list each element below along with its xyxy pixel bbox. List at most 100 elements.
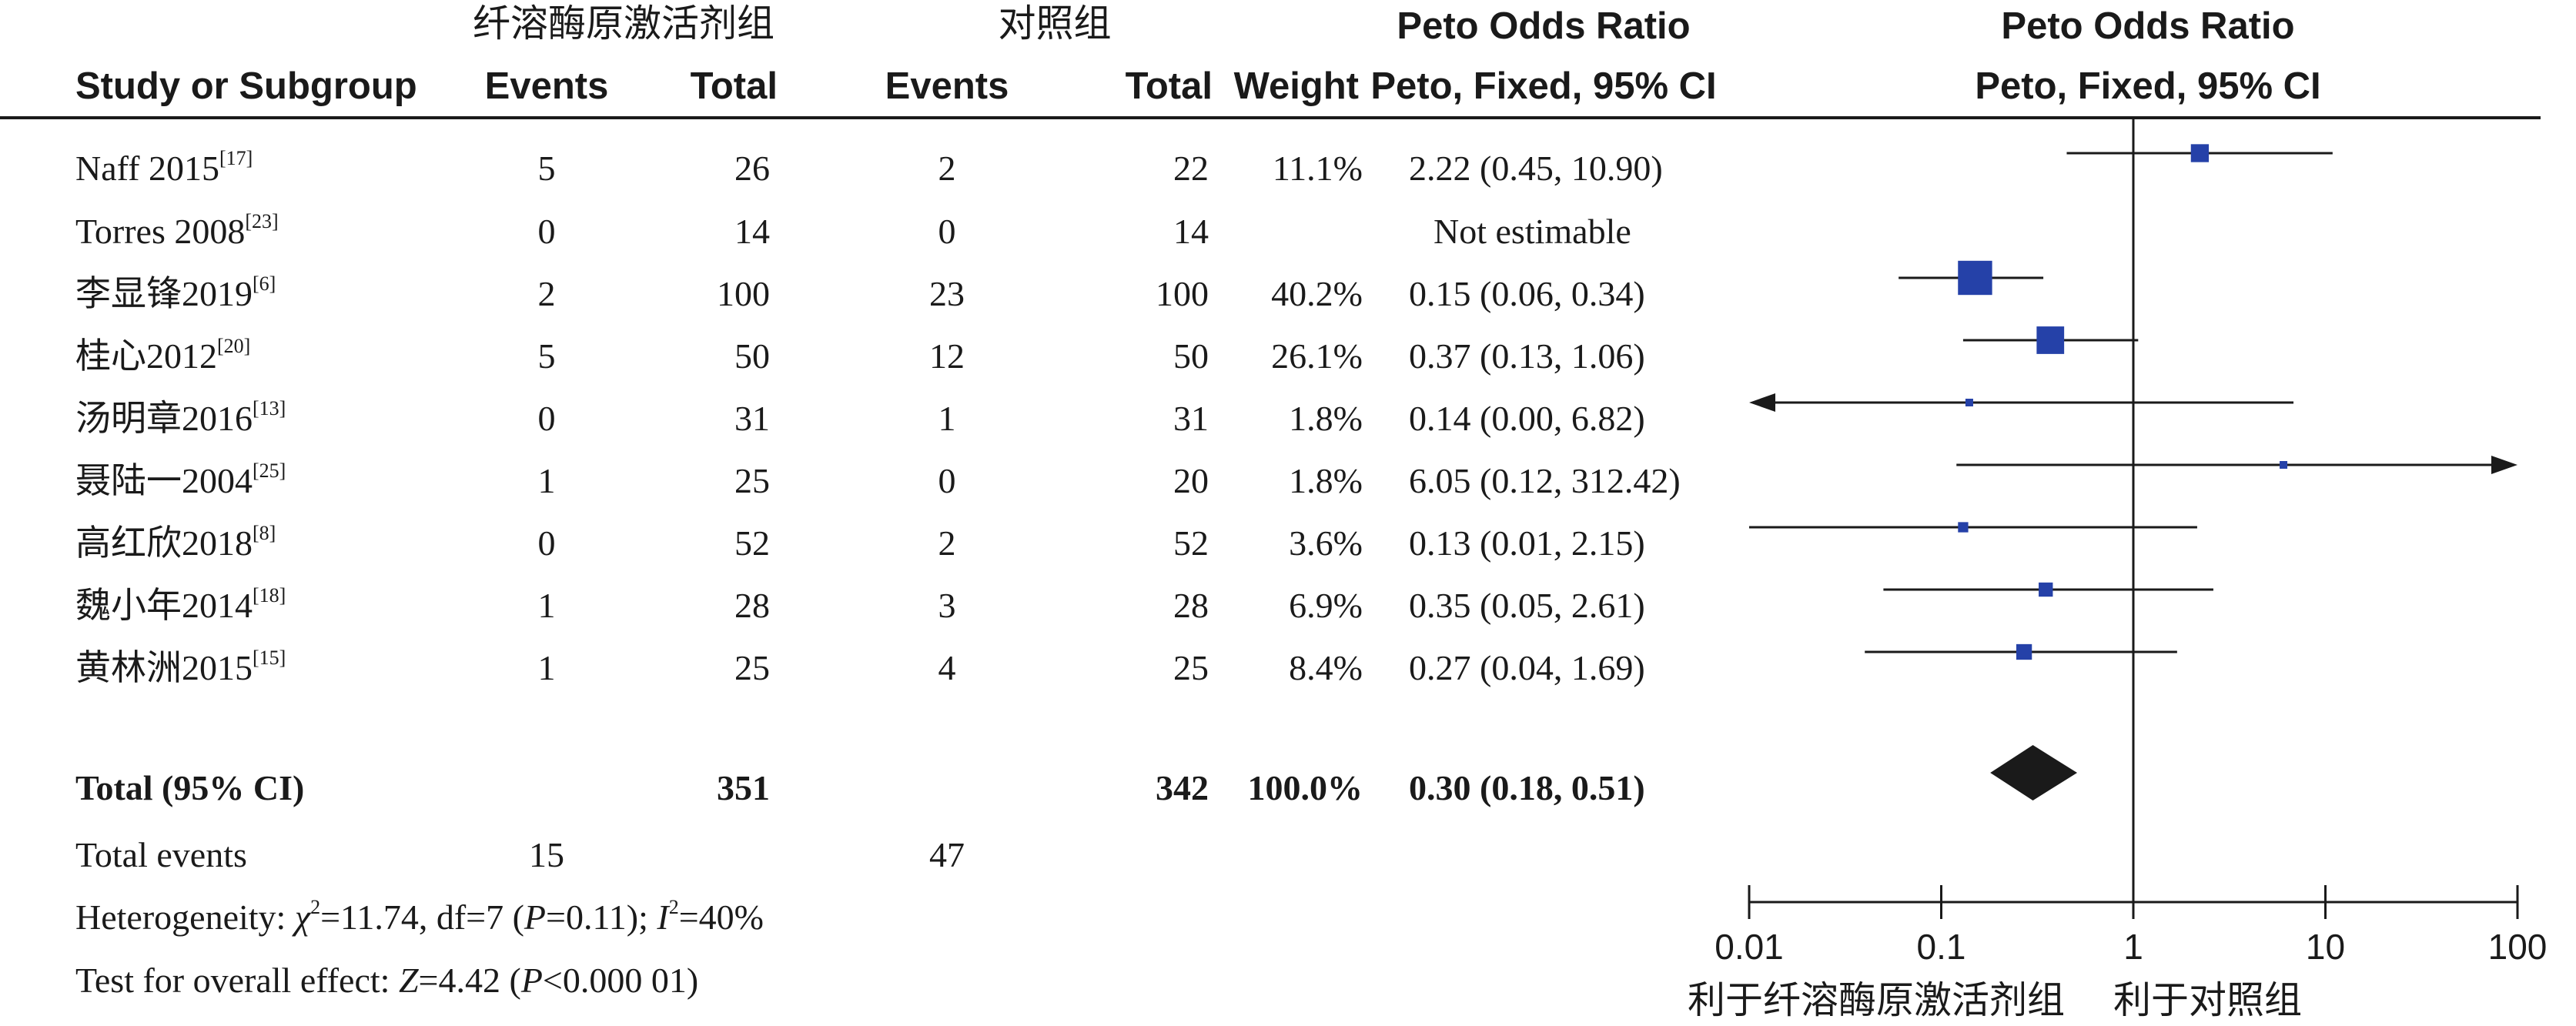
study-reference: [15]: [253, 646, 286, 669]
header-total-exp: Total: [690, 65, 778, 107]
study-weight: 1.8%: [1289, 461, 1363, 500]
study-marker: [2016, 643, 2032, 660]
favours-control-label: 利于对照组: [2113, 978, 2303, 1022]
group-header-experimental: 纤溶酶原激活剂组: [472, 2, 774, 45]
study-reference: [18]: [253, 583, 286, 607]
study-t2: 31: [1173, 399, 1209, 438]
study-ci-text: 0.27 (0.04, 1.69): [1409, 648, 1645, 687]
study-weight: 11.1%: [1272, 149, 1363, 188]
study-t1: 14: [734, 212, 770, 251]
study-e1: 0: [537, 212, 556, 251]
study-ci-text: 0.35 (0.05, 2.61): [1409, 586, 1645, 625]
study-e1: 0: [537, 399, 556, 438]
study-weight: 26.1%: [1271, 336, 1363, 376]
header-events-ctrl: Events: [885, 65, 1009, 107]
header-or-sub: Peto, Fixed, 95% CI: [1370, 65, 1717, 107]
study-e2: 12: [929, 336, 965, 376]
total-events-ctrl: 47: [929, 835, 965, 874]
heterogeneity-text: Heterogeneity: χ2=11.74, df=7 (P=0.11); …: [75, 895, 764, 937]
study-reference: [6]: [253, 272, 276, 295]
study-t2: 50: [1173, 336, 1209, 376]
study-e2: 0: [938, 212, 956, 251]
study-e1: 5: [537, 149, 556, 188]
study-name: 桂心2012[20]: [75, 336, 250, 374]
study-t2: 14: [1173, 212, 1209, 251]
study-weight: 8.4%: [1289, 648, 1363, 687]
study-t2: 52: [1173, 523, 1209, 563]
study-name-text: 李显锋2019: [75, 274, 253, 313]
header-weight: Weight: [1233, 65, 1359, 107]
overall-effect-text: Test for overall effect: Z=4.42 (P<0.000…: [75, 961, 699, 1000]
study-name: 汤明章2016[13]: [75, 398, 286, 436]
total-weight: 100.0%: [1247, 768, 1363, 807]
study-marker: [1958, 260, 1992, 296]
total-events-label: Total events: [75, 835, 247, 874]
ci-arrow-left: [1749, 393, 1775, 412]
study-name: 魏小年2014[18]: [75, 585, 286, 625]
study-marker: [2036, 326, 2065, 354]
study-t2: 25: [1173, 648, 1209, 687]
study-ci-text: 2.22 (0.45, 10.90): [1409, 149, 1663, 188]
study-e2: 2: [938, 523, 956, 563]
study-e2: 4: [938, 648, 956, 687]
study-t1: 25: [734, 648, 770, 687]
x-tick-label: 0.01: [1715, 927, 1784, 967]
study-ci-text: 0.37 (0.13, 1.06): [1409, 336, 1645, 376]
study-t1: 31: [734, 399, 770, 438]
study-t1: 25: [734, 461, 770, 500]
study-name-text: Torres 2008: [75, 212, 246, 251]
study-ci-text: 0.14 (0.00, 6.82): [1409, 399, 1645, 438]
study-reference: [17]: [219, 146, 253, 169]
study-weight: 1.8%: [1289, 399, 1363, 438]
total-events-exp: 15: [529, 835, 564, 874]
favours-experimental-label: 利于纤溶酶原激活剂组: [1688, 978, 2066, 1022]
study-e1: 1: [537, 461, 556, 500]
total-ci-text: 0.30 (0.18, 0.51): [1409, 768, 1645, 807]
header-total-ctrl: Total: [1125, 65, 1213, 107]
study-e1: 2: [537, 274, 556, 313]
header-rule: [0, 116, 2541, 119]
study-name-text: 高红欣2018: [75, 523, 253, 563]
study-name-text: 聂陆一2004: [75, 461, 253, 500]
header-study: Study or Subgroup: [75, 65, 417, 107]
study-e2: 3: [938, 586, 956, 625]
study-name: 李显锋2019[6]: [75, 273, 276, 313]
study-e2: 23: [929, 274, 965, 313]
study-ci-text: 0.15 (0.06, 0.34): [1409, 274, 1645, 313]
study-e2: 2: [938, 149, 956, 188]
header-plot-title: Peto Odds Ratio: [2001, 5, 2295, 47]
study-name: 黄林洲2015[15]: [75, 646, 286, 686]
study-t2: 22: [1173, 149, 1209, 188]
study-reference: [8]: [253, 521, 276, 544]
total-n-exp: 351: [717, 768, 770, 807]
total-label: Total (95% CI): [75, 768, 305, 807]
x-tick-label: 0.1: [1917, 927, 1966, 967]
study-marker: [1958, 522, 1969, 533]
study-marker: [2280, 461, 2288, 469]
group-header-control: 对照组: [998, 2, 1112, 45]
study-weight: 6.9%: [1289, 586, 1363, 625]
study-name-text: 魏小年2014: [75, 586, 253, 625]
study-marker: [1965, 399, 1973, 406]
header-or-title: Peto Odds Ratio: [1397, 5, 1691, 47]
x-tick-label: 10: [2306, 927, 2345, 967]
ci-arrow-right: [2491, 456, 2517, 474]
study-e1: 0: [537, 523, 556, 563]
study-name: 聂陆一2004[25]: [75, 460, 286, 500]
study-reference: [13]: [253, 396, 286, 419]
study-e2: 0: [938, 461, 956, 500]
study-reference: [20]: [217, 334, 251, 357]
study-weight: 3.6%: [1289, 523, 1363, 563]
pooled-diamond: [1990, 745, 2078, 800]
study-name: Naff 2015[17]: [75, 148, 253, 186]
study-e2: 1: [938, 399, 956, 438]
study-e1: 5: [537, 336, 556, 376]
study-ci-text: 0.13 (0.01, 2.15): [1409, 523, 1645, 563]
study-name: 高红欣2018[8]: [75, 523, 276, 563]
study-name: Torres 2008[23]: [75, 211, 279, 251]
total-n-ctrl: 342: [1156, 768, 1209, 807]
study-e1: 1: [537, 586, 556, 625]
study-t1: 28: [734, 586, 770, 625]
